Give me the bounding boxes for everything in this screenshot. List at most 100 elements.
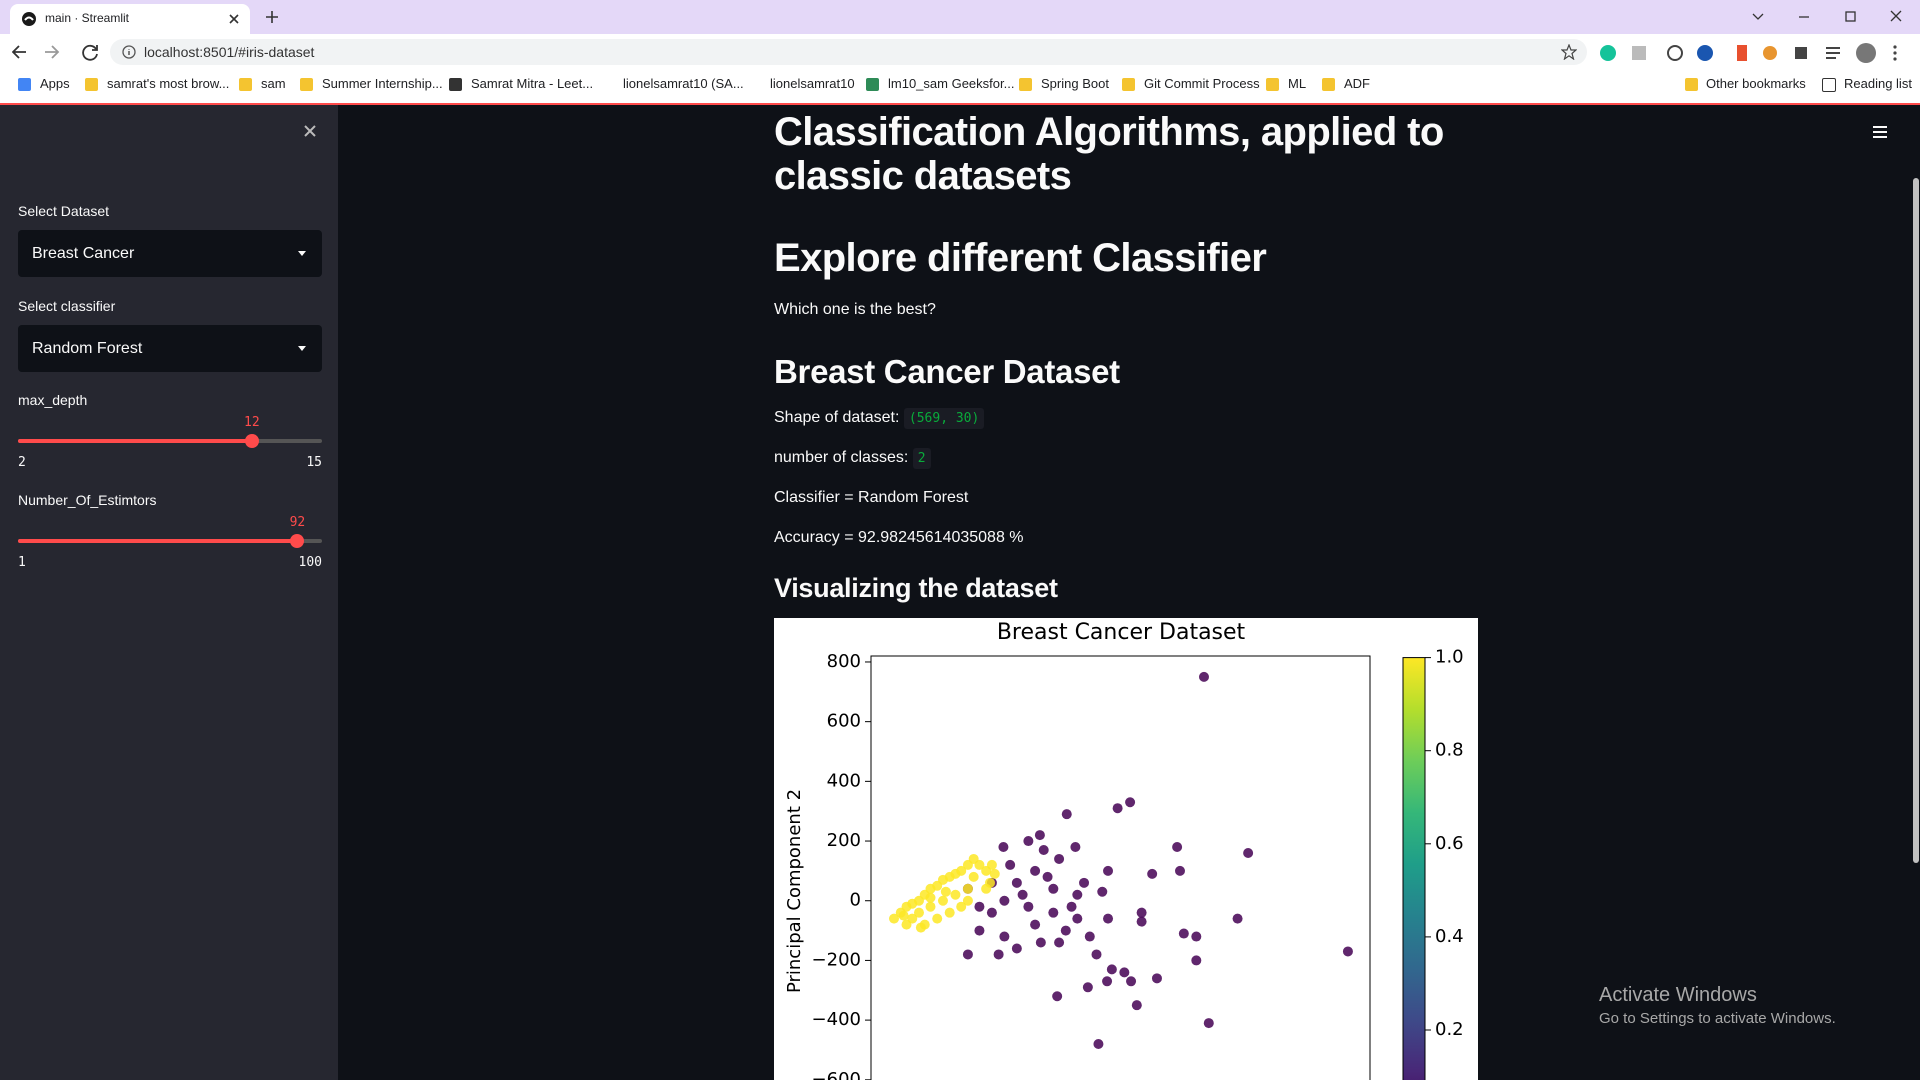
point: [1042, 871, 1053, 882]
subtitle: Which one is the best?: [774, 301, 936, 318]
classes-label: number of classes:: [774, 449, 909, 466]
point: [974, 901, 985, 912]
site-info-icon[interactable]: [122, 45, 136, 59]
point: [1035, 937, 1046, 948]
point: [1082, 982, 1093, 993]
point: [1061, 809, 1072, 820]
y-tick-label: 400: [827, 770, 861, 791]
point: [962, 949, 973, 960]
bookmark[interactable]: samrat's most brow...: [107, 76, 230, 91]
colorbar-tick-label: 0.4: [1435, 926, 1464, 947]
point: [925, 892, 936, 903]
new-tab[interactable]: [264, 9, 280, 25]
chart: Breast Cancer Dataset Principal Componen…: [774, 618, 1478, 1080]
y-tick-label: −400: [812, 1009, 861, 1030]
point: [1198, 671, 1209, 682]
nav-buttons[interactable]: [12, 42, 102, 62]
tab-title: main · Streamlit: [45, 11, 130, 25]
colorbar-tick-label: 0.8: [1435, 740, 1464, 761]
y-axis-label: Principal Component 2: [784, 789, 805, 993]
bookmark[interactable]: Spring Boot: [1041, 76, 1109, 91]
slider-value: 92: [289, 515, 306, 530]
bookmark-star[interactable]: [1561, 44, 1577, 60]
point: [974, 859, 985, 870]
y-tick-label: −200: [812, 949, 861, 970]
point: [1093, 1038, 1104, 1049]
sidebar-close[interactable]: [303, 124, 317, 138]
point: [1102, 976, 1113, 987]
other-bookmarks[interactable]: Other bookmarks: [1706, 76, 1806, 91]
bookmark-icon: [601, 78, 614, 91]
dataset-select[interactable]: Breast Cancer: [18, 230, 322, 277]
point: [950, 889, 961, 900]
point: [944, 907, 955, 918]
point: [1072, 889, 1083, 900]
bookmark-icon: [85, 78, 98, 91]
scrollbar-thumb[interactable]: [1913, 178, 1919, 863]
point: [1048, 907, 1059, 918]
header-decoration: [0, 103, 1920, 105]
slider-fill: [18, 439, 252, 443]
y-tick-label: −600: [812, 1069, 861, 1080]
bookmark[interactable]: Git Commit Process: [1144, 76, 1260, 91]
bookmark-icon: [1019, 78, 1032, 91]
point: [1023, 836, 1034, 847]
menu-button[interactable]: [1871, 124, 1889, 140]
bookmark[interactable]: Apps: [40, 76, 70, 91]
point: [1054, 937, 1065, 948]
bookmark[interactable]: ML: [1288, 76, 1307, 91]
point: [1119, 967, 1130, 978]
point: [993, 949, 1004, 960]
point: [1072, 913, 1083, 924]
point: [1038, 844, 1049, 855]
tab-bar: [0, 0, 1920, 34]
y-tick-label: 0: [850, 890, 861, 911]
point: [1030, 865, 1041, 876]
slider-thumb[interactable]: [244, 434, 259, 448]
point: [1034, 830, 1045, 841]
tab-favicon: [22, 12, 36, 26]
shape-value: (569, 30): [903, 408, 985, 429]
bookmarks-bar: [0, 69, 1920, 103]
select-value: Breast Cancer: [32, 245, 135, 262]
point: [1136, 916, 1147, 927]
bookmark[interactable]: Samrat Mitra - Leet...: [471, 76, 594, 91]
tab[interactable]: main · Streamlit: [10, 4, 250, 34]
point: [1023, 901, 1034, 912]
reading-list-icon: [1822, 78, 1836, 92]
point: [1243, 847, 1254, 858]
address-bar[interactable]: localhost:8501/#iris-dataset: [110, 39, 1587, 65]
reading-list[interactable]: Reading list: [1844, 76, 1912, 91]
select-label: Select classifier: [18, 298, 116, 314]
point: [1052, 991, 1063, 1002]
point: [1060, 925, 1071, 936]
slider-value: 12: [244, 415, 260, 430]
point: [1030, 919, 1041, 930]
point: [1103, 913, 1114, 924]
classifier-select[interactable]: Random Forest: [18, 325, 322, 372]
point: [986, 859, 997, 870]
y-tick-label: 600: [827, 711, 861, 732]
point: [1097, 886, 1108, 897]
point: [998, 842, 1009, 853]
bookmark-icon: [449, 78, 462, 91]
extension-icons[interactable]: [1598, 42, 1908, 64]
point: [1011, 943, 1022, 954]
bookmark[interactable]: sam: [261, 76, 286, 91]
bookmark[interactable]: lionelsamrat10: [770, 76, 855, 91]
tab-close[interactable]: [228, 13, 240, 25]
bookmark[interactable]: ADF: [1344, 76, 1370, 91]
slider-max: 100: [298, 555, 322, 570]
point: [1172, 842, 1183, 853]
point: [974, 925, 985, 936]
point: [1084, 931, 1095, 942]
bookmark[interactable]: lm10_sam Geeksfor...: [888, 76, 1015, 91]
point: [1091, 949, 1102, 960]
slider-min: 1: [18, 555, 26, 570]
slider-thumb[interactable]: [290, 534, 305, 548]
bookmark[interactable]: Summer Internship...: [322, 76, 443, 91]
bookmark[interactable]: lionelsamrat10 (SA...: [623, 76, 744, 91]
window-controls[interactable]: [1740, 6, 1920, 28]
point: [1232, 913, 1243, 924]
